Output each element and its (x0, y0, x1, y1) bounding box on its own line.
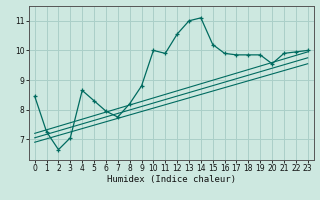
X-axis label: Humidex (Indice chaleur): Humidex (Indice chaleur) (107, 175, 236, 184)
